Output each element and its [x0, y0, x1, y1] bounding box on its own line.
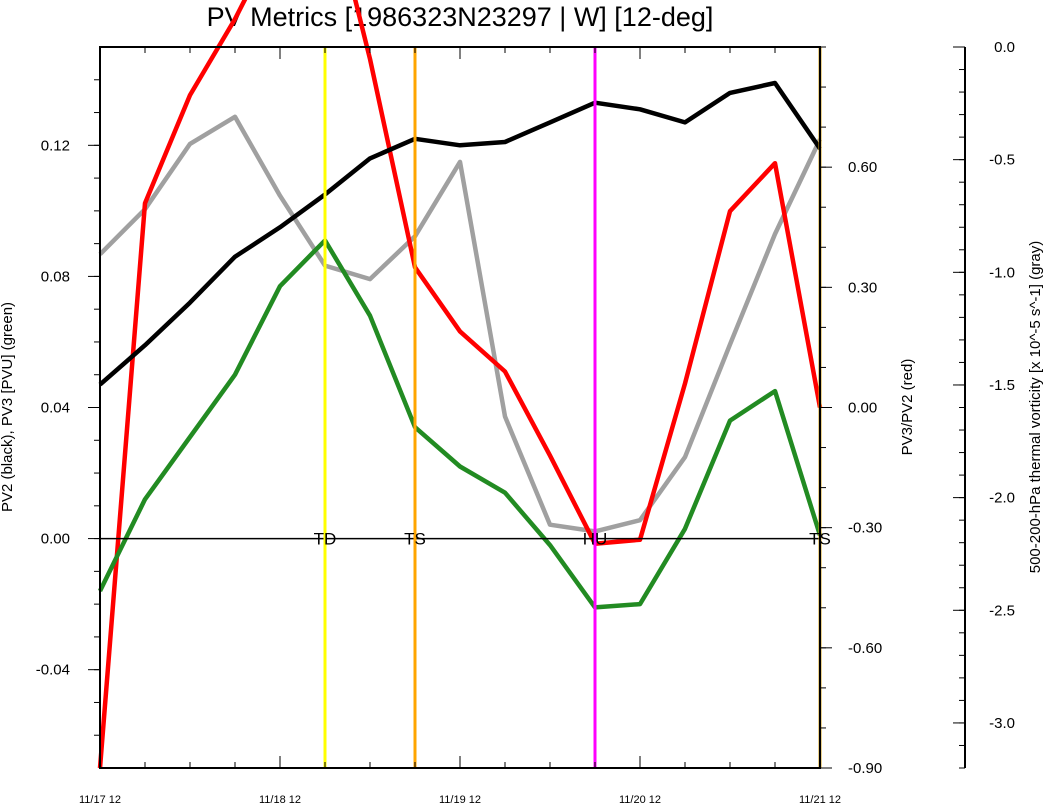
y-left-tick-label: 0.12 — [41, 137, 70, 154]
y-right-vorticity-tick-label: -1.0 — [989, 264, 1015, 281]
y-left-tick-label: 0.00 — [41, 531, 70, 548]
x-tick-label: 11/18 12 — [259, 794, 301, 805]
x-tick-label: 11/21 12 — [799, 794, 841, 805]
stage-marker-label-1: TS — [404, 530, 426, 549]
x-tick-label: 11/19 12 — [439, 794, 481, 805]
y-right-vorticity-tick-label: -1.5 — [989, 377, 1015, 394]
y-right-vorticity-tick-label: -0.5 — [989, 152, 1015, 169]
y-right-vorticity-tick-label: -3.0 — [989, 715, 1015, 732]
y-right-ratio-tick-label: -0.60 — [848, 640, 882, 657]
y-right-vorticity-tick-label: -2.5 — [989, 602, 1015, 619]
series-line-1 — [97, 0, 823, 769]
x-tick-label: 11/20 12 — [619, 794, 661, 805]
series-line-2 — [97, 238, 823, 610]
y-left-tick-label: -0.04 — [36, 662, 70, 679]
y-right-ratio-tick-label: 0.60 — [848, 159, 877, 176]
y-left-tick-label: 0.04 — [41, 400, 70, 417]
y-right-ratio-tick-label: -0.90 — [848, 760, 882, 777]
series-line-3 — [98, 80, 822, 387]
y-axis-label-left: PV2 (black), PV3 [PVU] (green) — [0, 302, 16, 512]
y-axis-label-right-ratio: PV3/PV2 (red) — [899, 359, 916, 456]
stage-marker-label-0: TD — [314, 530, 337, 549]
x-tick-label: 11/17 12 — [79, 794, 121, 805]
y-right-vorticity-tick-label: -2.0 — [989, 490, 1015, 507]
plot-frame — [99, 46, 821, 769]
y-right-ratio-tick-label: -0.30 — [848, 520, 882, 537]
y-right-ratio-tick-label: 0.30 — [848, 279, 877, 296]
y-right-ratio-tick-label: 0.00 — [848, 400, 877, 417]
y-axis-label-right-vorticity: 500-200-hPa thermal vorticity [x 10^-5 s… — [1027, 241, 1044, 574]
chart-title: PV Metrics [1986323N23297 | W] [12-deg] — [207, 2, 714, 32]
stage-marker-label-2: HU — [583, 530, 608, 549]
y-left-tick-label: 0.08 — [41, 268, 70, 285]
series-line-0 — [98, 114, 823, 534]
y-right-vorticity-tick-label: 0.0 — [994, 39, 1015, 56]
